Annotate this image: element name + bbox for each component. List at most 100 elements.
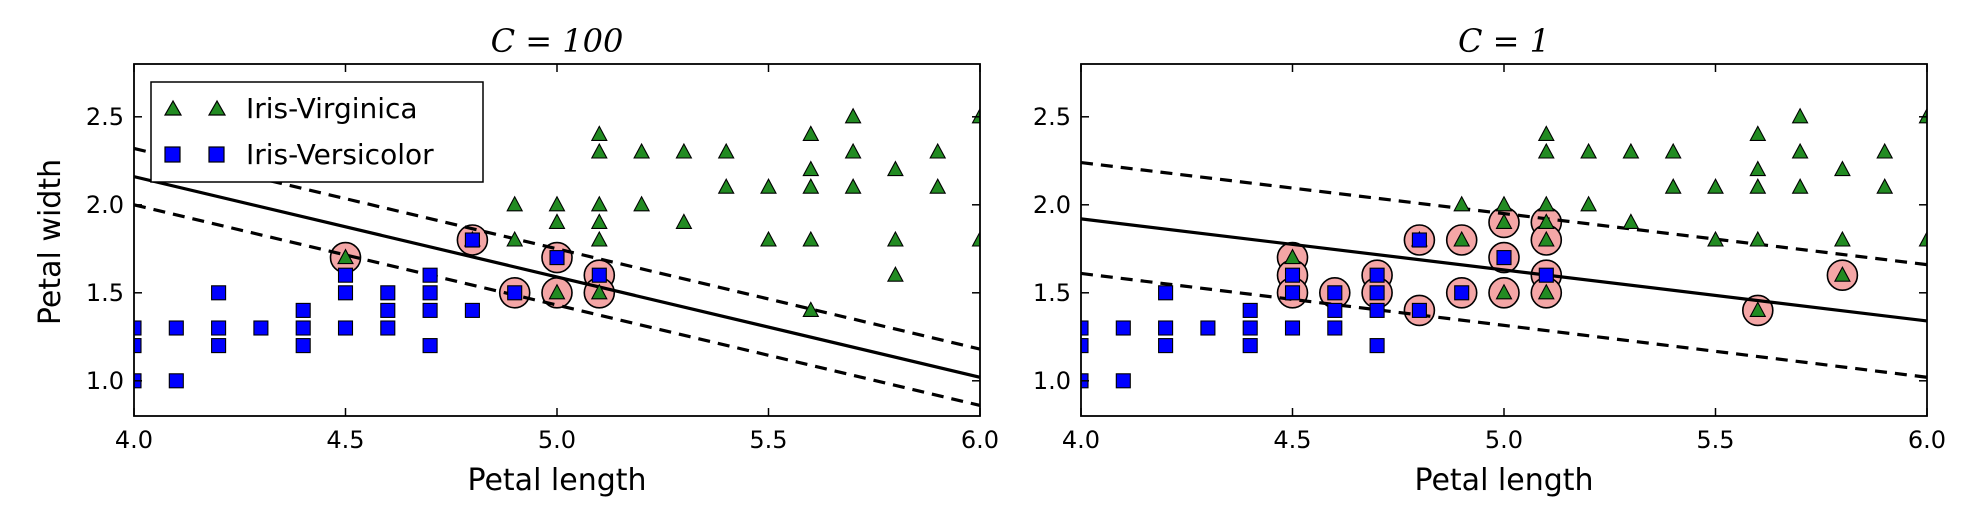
iris-virginica-point bbox=[1749, 125, 1767, 141]
iris-virginica-point bbox=[675, 213, 693, 229]
x-tick-label: 4.5 bbox=[326, 426, 364, 454]
iris-virginica-point bbox=[1622, 213, 1640, 229]
iris-versicolor-point bbox=[1158, 338, 1174, 354]
plot-area-c100: 4.0 4.5 5.0 5.5 6.0 1.0 1.5 2.0 2.5 bbox=[86, 63, 999, 454]
x-axis-label-c1: Petal length bbox=[1414, 463, 1593, 498]
iris-virginica-point bbox=[802, 178, 820, 194]
iris-virginica-point bbox=[1622, 142, 1640, 159]
iris-versicolor-point bbox=[422, 285, 438, 301]
iris-versicolor-point bbox=[422, 338, 438, 354]
iris-virginica-point bbox=[929, 178, 947, 194]
plot-content bbox=[1081, 107, 1927, 389]
iris-versicolor-point bbox=[1496, 250, 1512, 266]
iris-virginica-point bbox=[760, 230, 777, 247]
iris-virginica-point bbox=[1537, 230, 1555, 247]
iris-versicolor-point bbox=[211, 285, 227, 301]
x-tick-label: 5.0 bbox=[538, 426, 576, 454]
iris-virginica-point bbox=[1495, 213, 1513, 229]
iris-virginica-point bbox=[1749, 178, 1767, 194]
x-tick-label: 4.0 bbox=[115, 426, 153, 454]
iris-versicolor-point bbox=[1411, 302, 1427, 318]
legend-box bbox=[150, 81, 484, 183]
decision-boundary-line bbox=[1081, 217, 1927, 323]
iris-virginica-point bbox=[548, 213, 566, 229]
iris-virginica-point bbox=[1833, 266, 1851, 282]
iris-virginica-point bbox=[1791, 178, 1809, 194]
iris-virginica-point bbox=[1833, 230, 1851, 247]
iris-versicolor-point bbox=[168, 373, 184, 389]
iris-virginica-point bbox=[1537, 213, 1555, 229]
iris-virginica-point bbox=[590, 283, 608, 300]
iris-versicolor-point bbox=[168, 320, 184, 336]
x-tick-label: 5.5 bbox=[1696, 426, 1734, 454]
iris-versicolor-point bbox=[1369, 338, 1385, 354]
iris-versicolor-point bbox=[1200, 320, 1216, 336]
iris-virginica-point bbox=[886, 160, 904, 177]
iris-versicolor-point bbox=[1158, 320, 1174, 336]
iris-versicolor-point bbox=[337, 285, 354, 301]
iris-virginica-point bbox=[1918, 230, 1927, 247]
panel-title-c1: C = 1 bbox=[1458, 22, 1550, 60]
iris-virginica-point bbox=[1453, 230, 1471, 247]
plot-content bbox=[134, 107, 980, 407]
iris-virginica-point bbox=[1537, 283, 1555, 300]
iris-virginica-point bbox=[590, 142, 608, 159]
iris-virginica-point bbox=[1284, 248, 1301, 265]
iris-virginica-point bbox=[675, 142, 693, 159]
iris-versicolor-point bbox=[1242, 320, 1258, 336]
iris-virginica-point bbox=[760, 178, 777, 194]
panel-c1: C = 1 Petal length 4.0 4.5 5.0 5.5 6.0 1.0 1.5… bbox=[1033, 22, 1946, 498]
iris-virginica-point bbox=[971, 230, 980, 247]
iris-versicolor-point bbox=[422, 267, 438, 283]
iris-versicolor-point bbox=[134, 320, 142, 336]
iris-virginica-point bbox=[1580, 195, 1598, 212]
legend: Iris-Virginica Iris-Versicolor bbox=[150, 81, 484, 183]
decision-boundary-line bbox=[134, 175, 980, 379]
legend-versicolor-label: Iris-Versicolor bbox=[246, 138, 434, 171]
iris-versicolor-point bbox=[1242, 338, 1258, 354]
iris-virginica-point bbox=[1537, 125, 1555, 141]
iris-virginica-point bbox=[548, 283, 566, 300]
iris-virginica-point bbox=[1876, 142, 1894, 159]
iris-virginica-point bbox=[1537, 195, 1555, 212]
y-tick-label: 1.5 bbox=[1033, 279, 1071, 307]
iris-virginica-point bbox=[1791, 107, 1809, 124]
plot-area-c1: 4.0 4.5 5.0 5.5 6.0 1.0 1.5 2.0 2.5 bbox=[1033, 63, 1946, 454]
iris-virginica-point bbox=[844, 107, 862, 124]
iris-versicolor-point bbox=[1284, 320, 1301, 336]
iris-versicolor-point bbox=[1158, 285, 1174, 301]
x-tick-label: 4.5 bbox=[1273, 426, 1311, 454]
iris-versicolor-point bbox=[380, 285, 396, 301]
x-axis-label-c100: Petal length bbox=[467, 463, 646, 498]
iris-virginica-point bbox=[590, 125, 608, 141]
iris-versicolor-point bbox=[295, 338, 311, 354]
iris-versicolor-point bbox=[380, 320, 396, 336]
iris-versicolor-point bbox=[1369, 267, 1385, 283]
iris-versicolor-point bbox=[295, 302, 311, 318]
y-tick-label: 1.0 bbox=[1033, 367, 1071, 395]
iris-virginica-point bbox=[1495, 195, 1513, 212]
iris-virginica-point bbox=[337, 248, 354, 265]
margin-line bbox=[134, 203, 980, 407]
y-tick-label: 1.0 bbox=[86, 367, 124, 395]
iris-virginica-point bbox=[1707, 178, 1724, 194]
iris-versicolor-point bbox=[1327, 302, 1343, 318]
iris-virginica-point bbox=[1537, 142, 1555, 159]
iris-virginica-point bbox=[1749, 301, 1767, 317]
iris-virginica-point bbox=[1707, 230, 1724, 247]
x-tick-label: 6.0 bbox=[961, 426, 999, 454]
y-tick-label: 2.0 bbox=[1033, 191, 1071, 219]
iris-versicolor-point bbox=[1081, 338, 1089, 354]
iris-virginica-point bbox=[590, 195, 608, 212]
iris-versicolor-point bbox=[464, 302, 480, 318]
y-tick-label: 2.5 bbox=[1033, 103, 1071, 131]
panel-title-c100: C = 100 bbox=[491, 22, 624, 60]
y-tick-label: 2.5 bbox=[86, 103, 124, 131]
legend-versicolor-marker bbox=[164, 146, 225, 163]
iris-versicolor-point bbox=[549, 250, 565, 266]
iris-versicolor-point bbox=[1454, 285, 1470, 301]
iris-virginica-point bbox=[1664, 178, 1682, 194]
iris-virginica-point bbox=[1580, 142, 1598, 159]
iris-virginica-point bbox=[1918, 107, 1927, 124]
iris-virginica-point bbox=[548, 195, 566, 212]
